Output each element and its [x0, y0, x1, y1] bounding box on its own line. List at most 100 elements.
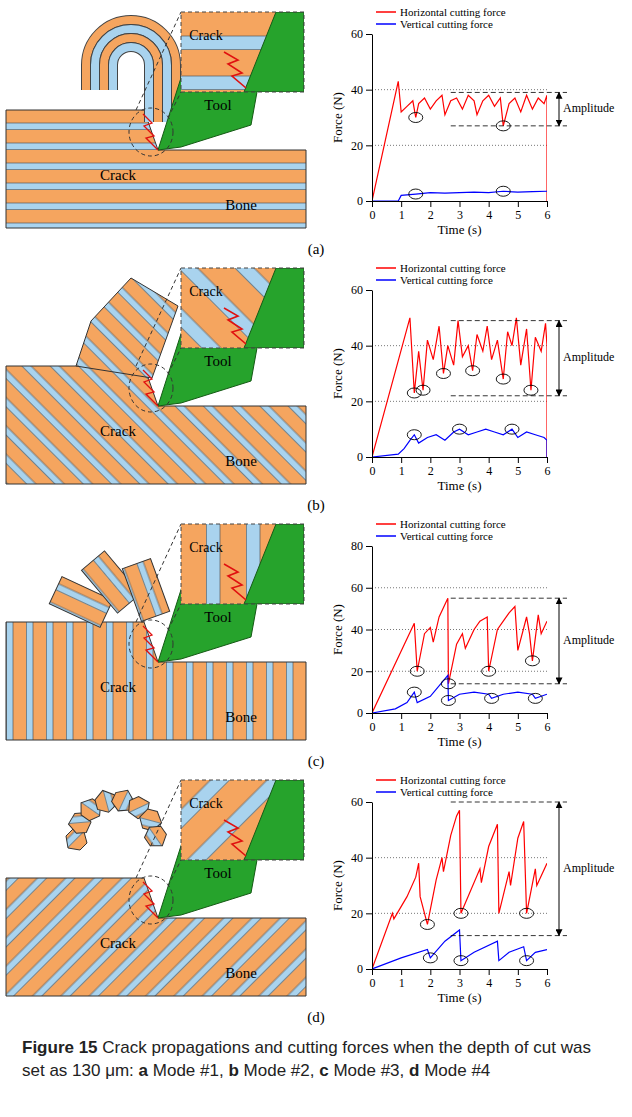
crack-marker [496, 186, 510, 196]
caption-letter: d [409, 1061, 419, 1080]
amplitude-label: Amplitude [563, 101, 614, 115]
force-line [372, 810, 547, 969]
x-tick: 3 [457, 457, 463, 478]
amplitude-arrow [559, 321, 560, 396]
y-tick-label: 80 [351, 539, 363, 553]
x-tick: 3 [457, 713, 463, 734]
x-axis-title: Time (s) [438, 478, 482, 493]
inset-tool [244, 268, 304, 348]
amplitude-label: Amplitude [563, 350, 614, 364]
y-tick-mark [366, 630, 372, 631]
chip-layer-edge [95, 29, 167, 122]
panel-label: (d) [307, 1009, 325, 1026]
inset-frame [181, 780, 304, 860]
diagram: CrackToolCrackBone [6, 12, 306, 228]
y-tick: 60 [351, 283, 372, 297]
inset-frame [181, 268, 304, 348]
diagram: CrackToolCrackBone [6, 780, 306, 996]
legend-label: Vertical cutting force [400, 274, 493, 286]
legend-label: Vertical cutting force [400, 530, 493, 542]
y-tick-mark [366, 34, 372, 35]
y-tick-label: 20 [351, 139, 363, 153]
x-tick: 2 [428, 969, 434, 990]
x-tick: 4 [486, 713, 492, 734]
crack-marker [482, 666, 496, 676]
y-tick-label: 60 [351, 27, 363, 41]
legend-label: Horizontal cutting force [400, 774, 506, 786]
amplitude-level [451, 92, 567, 93]
inset [181, 12, 304, 92]
zoom-line [136, 12, 181, 110]
grid-line [372, 89, 547, 90]
y-tick: 40 [351, 851, 372, 865]
inset-crack [224, 308, 246, 344]
legend-swatch [376, 523, 396, 525]
y-tick: 20 [351, 395, 372, 409]
crack-line [143, 882, 158, 918]
legend-label: Vertical cutting force [400, 18, 493, 30]
x-tick-mark [401, 201, 402, 207]
y-axis: 0204060 [351, 283, 373, 464]
amplitude-level [451, 683, 567, 684]
inset-frame [181, 12, 304, 92]
x-tick-label: 1 [399, 720, 405, 734]
crack-marker [423, 953, 437, 963]
y-axis-line [372, 35, 373, 202]
y-axis-title: Force (N) [330, 860, 345, 911]
force-line [372, 675, 547, 713]
zoom-line [136, 524, 181, 622]
inset-tool [244, 12, 304, 92]
inset [181, 268, 304, 348]
x-tick: 5 [515, 457, 521, 478]
x-tick-label: 3 [457, 208, 463, 222]
plot-data [372, 81, 547, 201]
x-tick-label: 5 [515, 464, 521, 478]
crack-line [143, 370, 158, 406]
x-tick: 0 [370, 969, 376, 990]
x-tick-label: 3 [457, 464, 463, 478]
crack-marker [436, 369, 450, 379]
x-tick-mark [430, 969, 431, 975]
y-tick: 20 [351, 139, 372, 153]
x-tick-label: 1 [399, 464, 405, 478]
x-tick-label: 6 [545, 976, 551, 990]
amplitude-level [451, 395, 567, 396]
legend-label: Vertical cutting force [400, 786, 493, 798]
amplitude-arrow [559, 598, 560, 684]
inset-bone [181, 524, 304, 604]
panel-label: (c) [308, 753, 325, 770]
x-tick-mark [518, 969, 519, 975]
crack-marker [525, 656, 539, 666]
x-tick-mark [547, 713, 548, 719]
crack-marker [528, 693, 542, 703]
x-tick-mark [372, 201, 373, 207]
x-tick: 3 [457, 201, 463, 222]
y-tick-label: 20 [351, 907, 363, 921]
diagram-label: Crack [189, 28, 222, 43]
x-tick-label: 0 [370, 464, 376, 478]
x-tick: 5 [515, 713, 521, 734]
inset [181, 780, 304, 860]
diagram-label: Tool [204, 865, 231, 881]
x-tick-mark [518, 201, 519, 207]
x-tick-label: 3 [457, 976, 463, 990]
caption-item: Mode #4 [424, 1061, 490, 1080]
y-tick-label: 0 [357, 450, 363, 464]
y-tick-label: 40 [351, 623, 363, 637]
crack-marker [454, 956, 468, 966]
y-tick-label: 0 [357, 706, 363, 720]
crack-marker [407, 430, 421, 440]
x-tick-mark [460, 713, 461, 719]
chip-block [122, 559, 169, 622]
y-axis-title: Force (N) [330, 348, 345, 399]
crack-marker [407, 388, 421, 398]
crack-zone [129, 364, 173, 412]
amplitude-level [451, 802, 567, 803]
x-tick-mark [460, 457, 461, 463]
y-tick-label: 20 [351, 395, 363, 409]
chip-layer-edge [104, 38, 158, 122]
inset-bone [181, 268, 304, 348]
y-tick-mark [366, 671, 372, 672]
x-tick: 1 [399, 201, 405, 222]
plot-data [372, 318, 547, 457]
